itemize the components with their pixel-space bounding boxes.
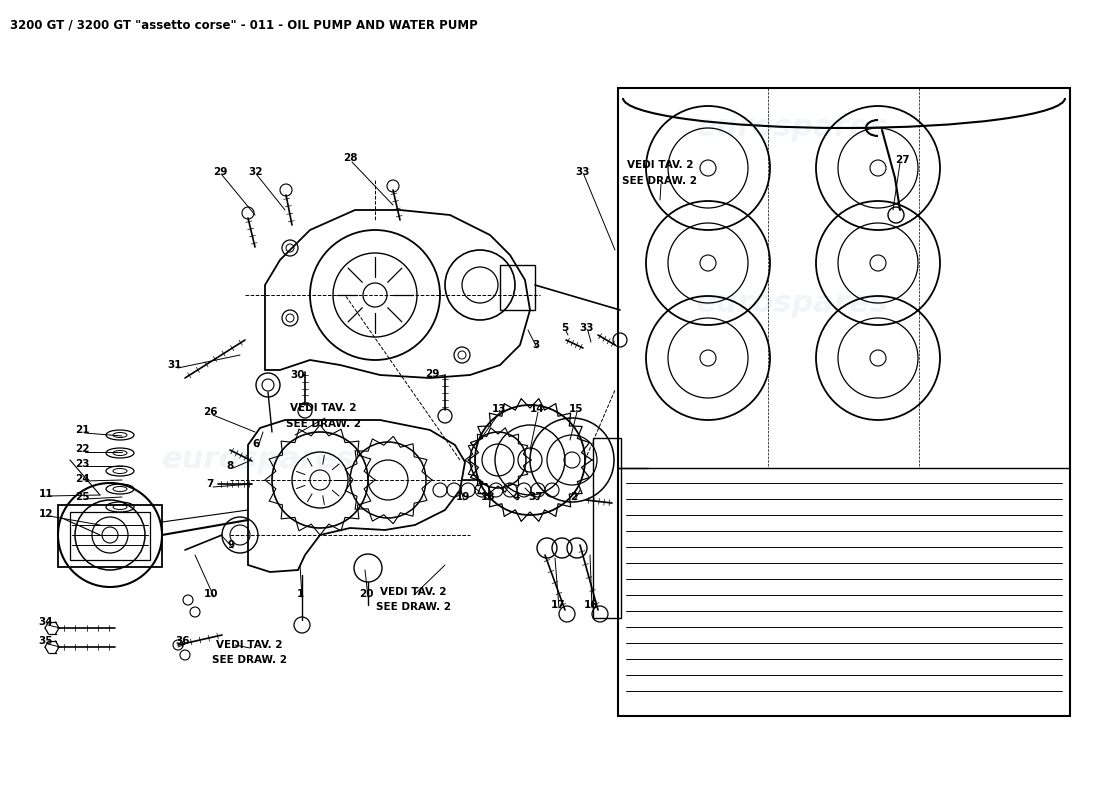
Text: 8: 8 xyxy=(227,461,233,471)
Text: 20: 20 xyxy=(359,589,373,599)
Text: VEDI TAV. 2: VEDI TAV. 2 xyxy=(289,403,356,413)
Text: 9: 9 xyxy=(228,540,234,550)
Text: 36: 36 xyxy=(176,636,190,646)
Text: 13: 13 xyxy=(492,404,506,414)
Text: 35: 35 xyxy=(39,636,53,646)
Text: VEDI TAV. 2: VEDI TAV. 2 xyxy=(216,640,283,650)
Text: 21: 21 xyxy=(75,425,89,435)
Text: 25: 25 xyxy=(75,492,89,502)
Circle shape xyxy=(870,255,886,271)
Text: 29: 29 xyxy=(212,167,228,177)
Text: 4: 4 xyxy=(513,492,519,502)
Text: 24: 24 xyxy=(75,474,89,484)
Text: 30: 30 xyxy=(290,370,306,380)
Text: 23: 23 xyxy=(75,459,89,469)
Text: eurospares: eurospares xyxy=(162,446,355,474)
Text: SEE DRAW. 2: SEE DRAW. 2 xyxy=(623,176,697,186)
Text: SEE DRAW. 2: SEE DRAW. 2 xyxy=(211,655,286,665)
Text: 32: 32 xyxy=(249,167,263,177)
Circle shape xyxy=(870,160,886,176)
Text: 12: 12 xyxy=(39,509,53,519)
Circle shape xyxy=(700,350,716,366)
Text: 37: 37 xyxy=(529,492,543,502)
Text: 34: 34 xyxy=(39,617,53,627)
Bar xyxy=(500,265,535,310)
Circle shape xyxy=(700,160,716,176)
Text: 16: 16 xyxy=(584,600,598,610)
Text: 7: 7 xyxy=(207,479,213,489)
Text: SEE DRAW. 2: SEE DRAW. 2 xyxy=(286,419,361,429)
Bar xyxy=(618,88,1070,716)
Text: 15: 15 xyxy=(569,404,583,414)
Text: VEDI TAV. 2: VEDI TAV. 2 xyxy=(627,160,693,170)
Text: 17: 17 xyxy=(551,600,565,610)
Text: 27: 27 xyxy=(894,155,910,165)
Text: eurospares: eurospares xyxy=(695,290,889,318)
Bar xyxy=(593,438,622,618)
Bar xyxy=(58,505,162,567)
Text: 22: 22 xyxy=(75,444,89,454)
Text: 3: 3 xyxy=(532,340,540,350)
Text: 29: 29 xyxy=(425,369,439,379)
Text: 19: 19 xyxy=(455,492,470,502)
Text: 14: 14 xyxy=(530,404,544,414)
Text: 1: 1 xyxy=(296,589,304,599)
Text: 3200 GT / 3200 GT "assetto corse" - 011 - OIL PUMP AND WATER PUMP: 3200 GT / 3200 GT "assetto corse" - 011 … xyxy=(10,18,477,31)
Text: 11: 11 xyxy=(39,489,53,499)
Circle shape xyxy=(700,255,716,271)
Text: 2: 2 xyxy=(571,492,578,502)
Text: 5: 5 xyxy=(561,323,569,333)
Text: VEDI TAV. 2: VEDI TAV. 2 xyxy=(379,587,447,597)
Bar xyxy=(70,512,150,560)
Text: 28: 28 xyxy=(343,153,358,163)
Text: 33: 33 xyxy=(575,167,591,177)
Text: 33: 33 xyxy=(580,323,594,333)
Text: 18: 18 xyxy=(481,492,495,502)
Text: 10: 10 xyxy=(204,589,218,599)
Text: SEE DRAW. 2: SEE DRAW. 2 xyxy=(375,602,451,612)
Text: 26: 26 xyxy=(202,407,218,417)
Circle shape xyxy=(870,350,886,366)
Text: 6: 6 xyxy=(252,439,260,449)
Text: eurospares: eurospares xyxy=(695,114,889,142)
Text: 31: 31 xyxy=(167,360,183,370)
